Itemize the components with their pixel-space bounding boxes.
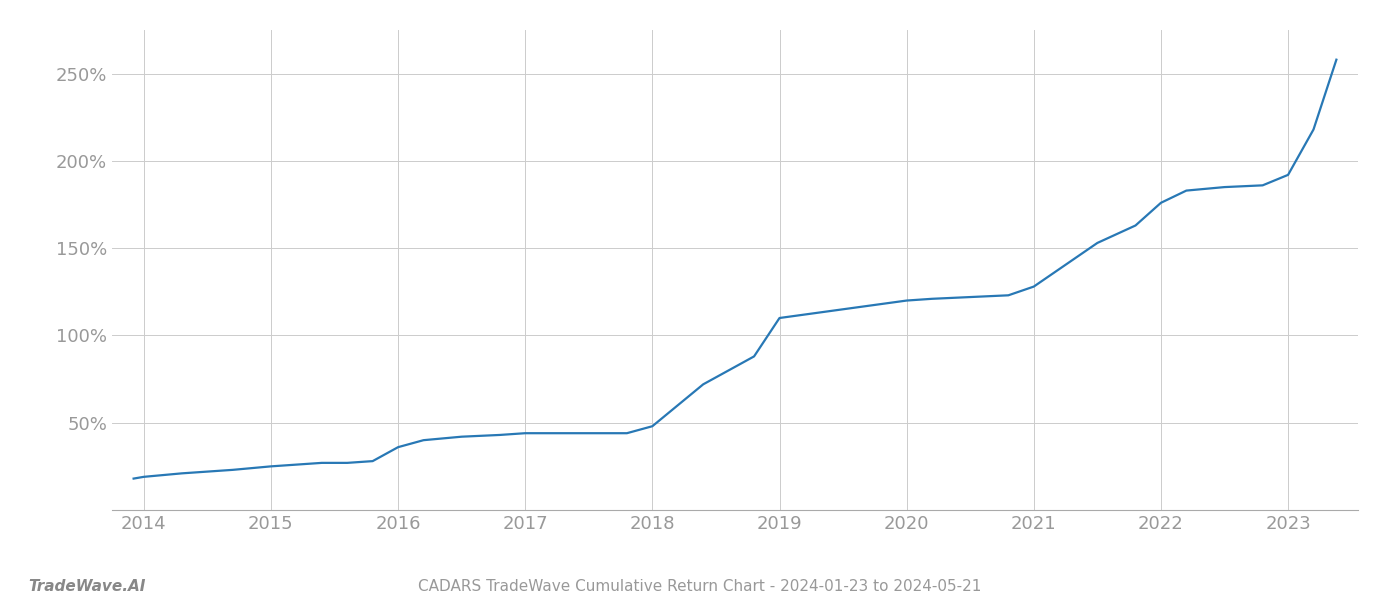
Text: TradeWave.AI: TradeWave.AI xyxy=(28,579,146,594)
Text: CADARS TradeWave Cumulative Return Chart - 2024-01-23 to 2024-05-21: CADARS TradeWave Cumulative Return Chart… xyxy=(419,579,981,594)
